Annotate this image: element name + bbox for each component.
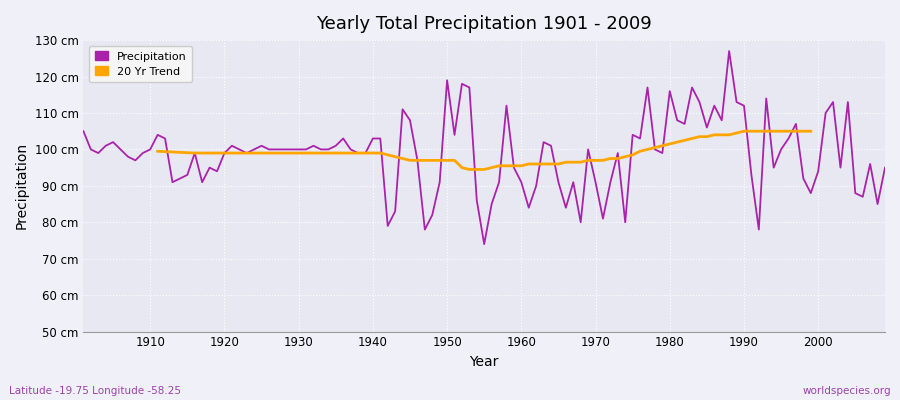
Y-axis label: Precipitation: Precipitation (15, 142, 29, 230)
Text: Latitude -19.75 Longitude -58.25: Latitude -19.75 Longitude -58.25 (9, 386, 181, 396)
X-axis label: Year: Year (470, 355, 499, 369)
Legend: Precipitation, 20 Yr Trend: Precipitation, 20 Yr Trend (89, 46, 192, 82)
Text: worldspecies.org: worldspecies.org (803, 386, 891, 396)
Title: Yearly Total Precipitation 1901 - 2009: Yearly Total Precipitation 1901 - 2009 (316, 15, 652, 33)
